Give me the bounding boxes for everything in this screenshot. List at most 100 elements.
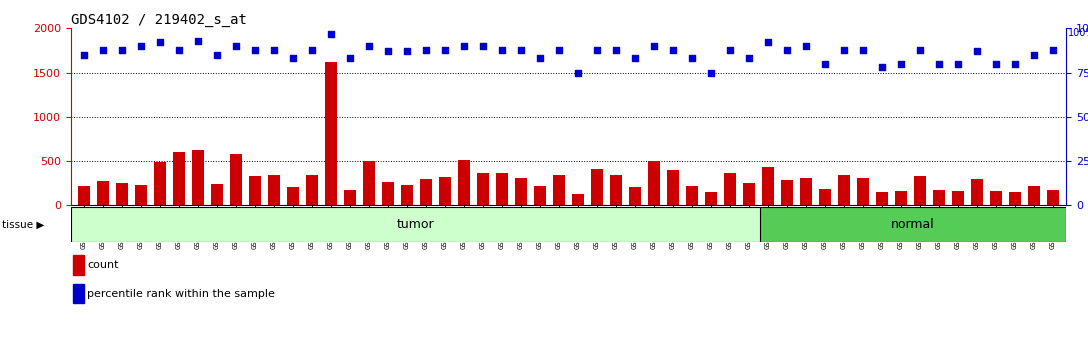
Bar — [990, 191, 1002, 205]
Bar — [287, 187, 299, 205]
Text: normal: normal — [891, 218, 935, 231]
Point — [665, 47, 682, 52]
Point — [627, 56, 644, 61]
Bar — [307, 175, 318, 205]
Bar — [363, 161, 374, 205]
Bar — [934, 190, 944, 205]
Point — [284, 56, 301, 61]
Point — [398, 48, 416, 54]
Point — [778, 47, 795, 52]
Bar — [572, 194, 583, 205]
Bar — [325, 62, 336, 205]
Bar — [173, 152, 185, 205]
Bar — [458, 160, 470, 205]
Text: percentile rank within the sample: percentile rank within the sample — [87, 289, 275, 299]
Text: tissue ▶: tissue ▶ — [2, 220, 45, 230]
Bar — [420, 179, 432, 205]
Point — [721, 47, 739, 52]
Bar — [382, 182, 394, 205]
Bar — [972, 179, 982, 205]
Point — [322, 31, 339, 36]
Text: tumor: tumor — [396, 218, 434, 231]
Point — [645, 43, 663, 49]
Point — [360, 43, 378, 49]
Point — [968, 48, 986, 54]
Point — [133, 43, 150, 49]
Bar — [193, 150, 203, 205]
Point — [740, 56, 757, 61]
Point — [418, 47, 435, 52]
Point — [702, 70, 719, 75]
Bar — [154, 162, 165, 205]
Point — [189, 38, 207, 44]
Point — [531, 56, 548, 61]
Point — [493, 47, 510, 52]
Point — [512, 47, 530, 52]
Bar — [73, 255, 84, 275]
Bar — [440, 177, 450, 205]
Point — [95, 47, 112, 52]
Bar — [534, 186, 546, 205]
Point — [1025, 52, 1042, 58]
Bar — [1028, 186, 1040, 205]
Bar — [401, 185, 412, 205]
Bar — [725, 173, 735, 205]
Bar — [687, 186, 697, 205]
Bar — [952, 191, 964, 205]
Bar — [648, 161, 659, 205]
Point — [113, 47, 131, 52]
Bar — [895, 191, 906, 205]
Bar — [876, 193, 888, 205]
Point — [854, 47, 871, 52]
Point — [75, 52, 92, 58]
Point — [455, 43, 472, 49]
Point — [798, 43, 815, 49]
Point — [949, 61, 966, 67]
Point — [683, 56, 701, 61]
Bar — [857, 178, 868, 205]
Point — [892, 61, 910, 67]
Text: GDS4102 / 219402_s_at: GDS4102 / 219402_s_at — [71, 13, 247, 27]
Bar — [781, 180, 793, 205]
Bar — [629, 187, 641, 205]
Point — [759, 40, 777, 45]
Point — [171, 47, 188, 52]
Bar — [1010, 193, 1021, 205]
Bar — [211, 184, 223, 205]
Text: count: count — [87, 261, 119, 270]
Point — [474, 43, 492, 49]
Bar — [1048, 190, 1059, 205]
Point — [874, 64, 891, 70]
Point — [208, 52, 225, 58]
Bar — [97, 181, 109, 205]
Point — [589, 47, 606, 52]
Bar — [496, 173, 508, 205]
Bar — [591, 170, 603, 205]
Point — [436, 47, 454, 52]
Bar — [610, 175, 621, 205]
Point — [227, 43, 245, 49]
Point — [1006, 61, 1024, 67]
Point — [912, 47, 929, 52]
Point — [1044, 47, 1062, 52]
Point — [987, 61, 1004, 67]
Bar — [801, 178, 812, 205]
Text: 100%: 100% — [1068, 28, 1088, 38]
Bar — [763, 167, 774, 205]
Bar — [71, 207, 759, 242]
Bar — [516, 178, 527, 205]
Point — [930, 61, 948, 67]
Bar — [269, 175, 280, 205]
Point — [304, 47, 321, 52]
Bar — [743, 183, 755, 205]
Bar — [819, 189, 830, 205]
Bar — [705, 192, 717, 205]
Bar — [231, 154, 242, 205]
Bar — [667, 170, 679, 205]
Point — [569, 70, 586, 75]
Bar — [249, 176, 261, 205]
Bar — [554, 175, 565, 205]
Point — [551, 47, 568, 52]
Bar — [73, 284, 84, 303]
Bar — [135, 185, 147, 205]
